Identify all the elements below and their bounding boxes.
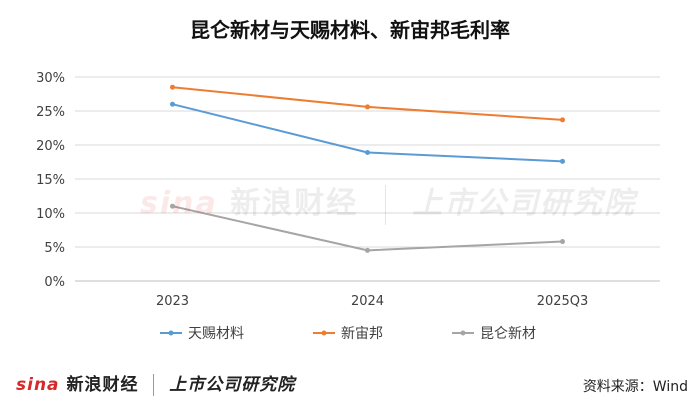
x-tick-label: 2024 — [351, 294, 384, 309]
data-point — [170, 203, 175, 209]
source-note: 资料来源：Wind — [582, 379, 688, 395]
footer-divider — [153, 374, 155, 396]
series-line — [172, 86, 563, 121]
legend-label: 昆仑新材 — [480, 326, 536, 342]
data-point — [560, 239, 565, 245]
x-tick-label: 2023 — [156, 294, 189, 309]
legend-marker — [321, 330, 327, 336]
legend-marker — [460, 330, 466, 336]
y-tick-label: 5% — [44, 241, 65, 256]
y-tick-label: 10% — [36, 207, 65, 222]
sina-logo: sina — [16, 375, 60, 395]
data-point — [365, 247, 370, 253]
data-point — [365, 149, 370, 155]
footer-brand-text: 新浪财经 — [66, 375, 139, 395]
y-tick-label: 25% — [36, 105, 65, 120]
legend-marker — [168, 330, 174, 336]
footer-institute-text: 上市公司研究院 — [169, 375, 296, 395]
data-point — [560, 158, 565, 164]
y-tick-label: 0% — [44, 275, 65, 290]
y-tick-label: 20% — [36, 139, 65, 154]
legend-label: 天赐材料 — [188, 326, 244, 342]
footer-brand: sina 新浪财经 上市公司研究院 — [16, 370, 295, 396]
data-point — [170, 84, 175, 90]
legend-label: 新宙邦 — [341, 326, 383, 342]
x-tick-label: 2025Q3 — [537, 294, 589, 309]
y-tick-label: 15% — [36, 173, 65, 188]
chart-title: 昆仑新材与天赐材料、新宙邦毛利率 — [190, 18, 510, 42]
y-tick-label: 30% — [36, 71, 65, 86]
data-point — [170, 101, 175, 107]
data-point — [560, 117, 565, 123]
data-point — [365, 104, 370, 110]
